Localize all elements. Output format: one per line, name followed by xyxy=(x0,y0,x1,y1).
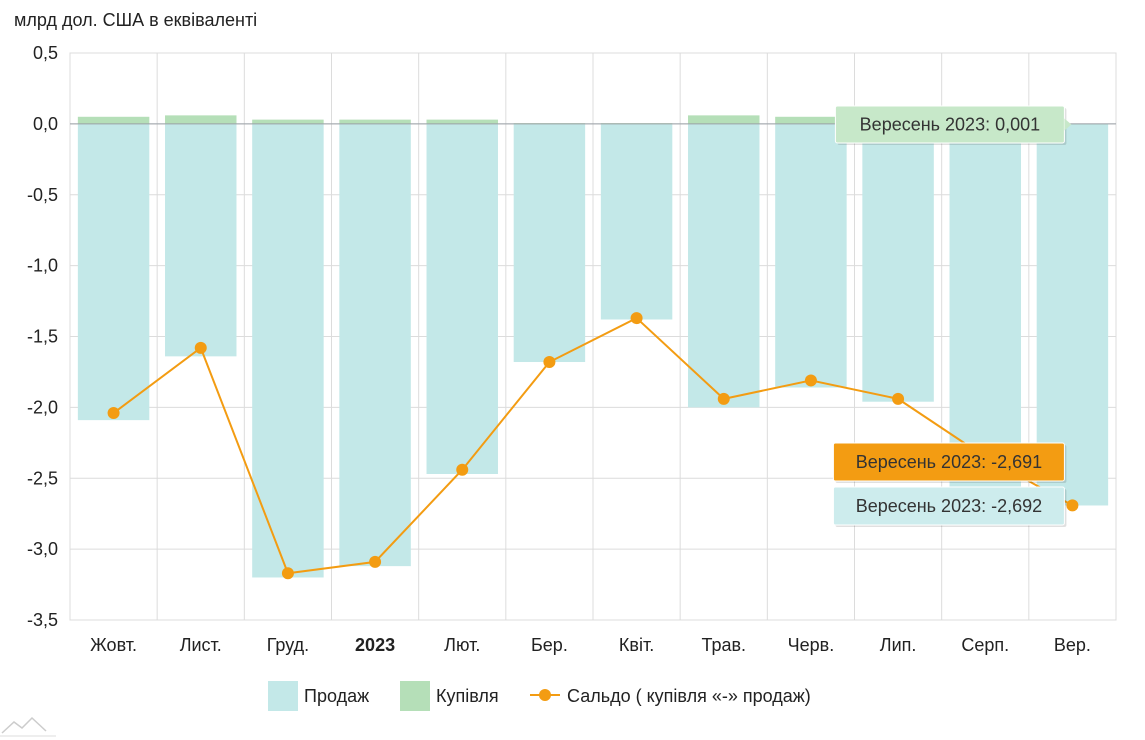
x-tick-label: Черв. xyxy=(788,635,835,655)
legend-label: Купівля xyxy=(436,686,499,706)
saldo-point-1[interactable] xyxy=(194,341,207,354)
sell-bar-10[interactable] xyxy=(949,123,1021,497)
y-axis-unit-label: млрд дол. США в еквіваленті xyxy=(14,10,258,30)
tooltip-0: Вересень 2023: 0,001 xyxy=(834,105,1072,145)
sell-bar-8[interactable] xyxy=(775,123,847,388)
sell-bar-11[interactable] xyxy=(1036,123,1109,506)
sell-bar-7[interactable] xyxy=(688,123,760,408)
saldo-line-path xyxy=(112,316,1073,575)
y-tick-label: -3,0 xyxy=(27,539,58,559)
saldo-point-4[interactable] xyxy=(456,463,469,476)
x-tick-label: Квіт. xyxy=(619,635,654,655)
buy-bar-1[interactable] xyxy=(165,115,237,124)
tooltip-text: Вересень 2023: 0,001 xyxy=(860,115,1040,135)
saldo-point-11[interactable] xyxy=(1066,499,1079,512)
x-tick-label: Трав. xyxy=(701,635,746,655)
tooltip-text: Вересень 2023: -2,691 xyxy=(856,452,1042,472)
sell-bar-1[interactable] xyxy=(165,123,237,357)
legend-swatch xyxy=(268,681,298,711)
tooltip-box xyxy=(832,486,1065,526)
legend-item-buy[interactable]: Купівля xyxy=(400,681,499,711)
legend[interactable]: Продаж Купівля Сальдо ( купівля «-» продаж… xyxy=(268,681,811,711)
y-tick-label: -0,5 xyxy=(27,185,58,205)
saldo-point-8[interactable] xyxy=(804,374,817,387)
y-tick-label: -1,5 xyxy=(27,327,58,347)
watermark-mountain-icon xyxy=(0,716,56,737)
x-tick-label: Вер. xyxy=(1054,635,1091,655)
tooltip-2: Вересень 2023: -2,692 xyxy=(832,486,1067,527)
y-axis-ticks: 0,5 0,0 -0,5 -1,0 -1,5 -2,0 -2,5 -3,0 -3,5 xyxy=(27,43,58,630)
x-axis-ticks: Жовт. Лист. Груд. 2023 Лют. Бер. Квіт. Трав. Чер… xyxy=(90,635,1091,655)
buy-bar-0[interactable] xyxy=(77,116,150,124)
sell-bar-6[interactable] xyxy=(600,123,673,320)
x-tick-label: Лип. xyxy=(880,635,917,655)
y-tick-label: -2,5 xyxy=(27,468,58,488)
x-tick-label: Бер. xyxy=(531,635,568,655)
sell-bar-3[interactable] xyxy=(339,123,411,567)
saldo-point-9[interactable] xyxy=(892,392,905,405)
y-tick-label: -3,5 xyxy=(27,610,58,630)
legend-label: Продаж xyxy=(304,686,369,706)
y-tick-label: 0,5 xyxy=(33,43,58,63)
legend-marker xyxy=(539,689,551,701)
saldo-point-3[interactable] xyxy=(369,555,382,568)
saldo-point-0[interactable] xyxy=(107,407,120,420)
tooltips: Вересень 2023: 0,001 Вересень 2023: -2,69… xyxy=(832,105,1072,527)
x-tick-label: Лист. xyxy=(180,635,222,655)
legend-swatch xyxy=(400,681,430,711)
legend-item-sell[interactable]: Продаж xyxy=(268,681,369,711)
sell-bar-2[interactable] xyxy=(252,123,324,578)
y-tick-label: -1,0 xyxy=(27,256,58,276)
saldo-point-5[interactable] xyxy=(543,356,556,369)
tooltip-box xyxy=(832,442,1065,482)
x-tick-label: Серп. xyxy=(961,635,1009,655)
series-saldo-line[interactable] xyxy=(107,312,1079,580)
sell-bar-9[interactable] xyxy=(862,123,934,402)
tooltip-1: Вересень 2023: -2,691 xyxy=(832,442,1067,483)
sell-bar-4[interactable] xyxy=(426,123,498,474)
y-tick-label: 0,0 xyxy=(33,114,58,134)
x-tick-label: Жовт. xyxy=(90,635,137,655)
buy-bar-7[interactable] xyxy=(688,115,760,124)
sell-bar-5[interactable] xyxy=(513,123,586,363)
saldo-point-2[interactable] xyxy=(281,567,294,580)
y-tick-label: -2,0 xyxy=(27,397,58,417)
x-tick-label: Груд. xyxy=(267,635,309,655)
buy-bar-3[interactable] xyxy=(339,119,411,124)
legend-label: Сальдо ( купівля «-» продаж) xyxy=(567,686,811,706)
tooltip-text: Вересень 2023: -2,692 xyxy=(856,496,1042,516)
buy-bar-8[interactable] xyxy=(775,116,847,124)
saldo-point-6[interactable] xyxy=(630,312,643,325)
saldo-point-7[interactable] xyxy=(717,392,730,405)
tooltip-pointer xyxy=(1064,118,1072,131)
x-tick-label: Лют. xyxy=(444,635,480,655)
x-tick-label: 2023 xyxy=(355,635,395,655)
buy-bar-4[interactable] xyxy=(426,119,498,124)
sell-bar-0[interactable] xyxy=(77,123,150,421)
buy-bar-2[interactable] xyxy=(252,119,324,124)
legend-item-saldo[interactable]: Сальдо ( купівля «-» продаж) xyxy=(530,686,811,706)
series-sell-bars[interactable] xyxy=(77,123,1109,578)
